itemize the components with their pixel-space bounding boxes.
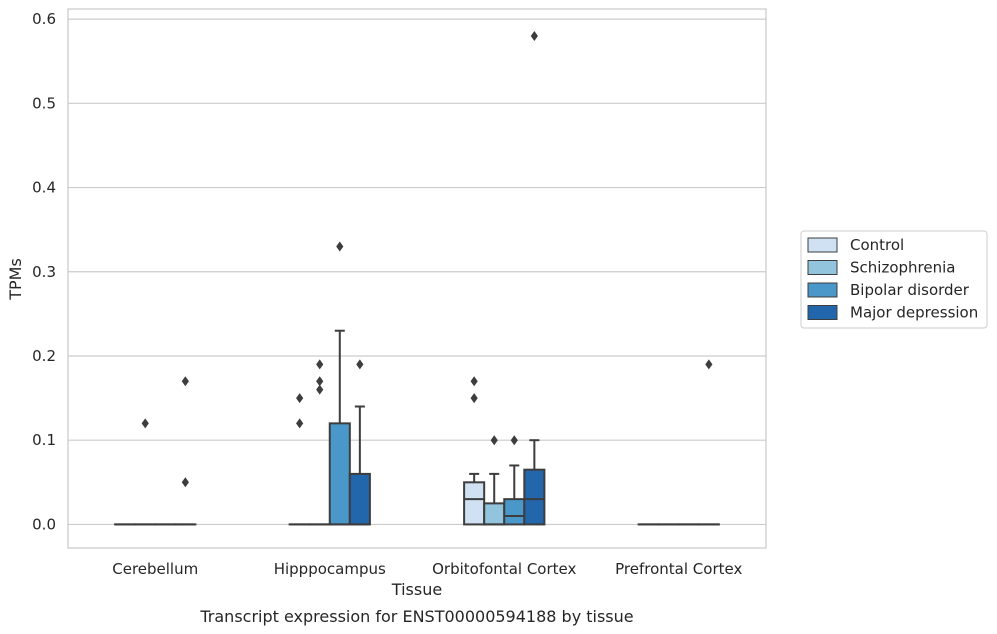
series-major-depression <box>174 405 720 526</box>
outlier-marker <box>470 376 478 387</box>
legend-swatch <box>807 305 838 320</box>
box <box>348 472 371 526</box>
y-tick-label: 0.6 <box>32 10 56 28</box>
x-tick-label: Prefrontal Cortex <box>615 560 742 578</box>
x-tick-label: Hipppocampus <box>274 560 386 578</box>
y-tick-labels: 0.0 0.1 0.2 0.3 0.4 0.5 0.6 <box>32 10 56 533</box>
legend-label: Control <box>850 236 904 254</box>
outlier-markers <box>141 30 713 488</box>
outlier-marker <box>356 359 364 370</box>
outlier-marker <box>530 30 538 41</box>
x-tick-labels: Cerebellum Hipppocampus Orbitofontal Corte… <box>112 560 742 578</box>
legend-swatch <box>807 282 838 298</box>
grid-lines <box>68 18 766 526</box>
outlier-marker <box>470 393 478 404</box>
legend-label: Bipolar disorder <box>850 281 970 299</box>
outlier-marker <box>316 359 324 370</box>
outlier-marker <box>141 418 149 429</box>
plot-frame <box>67 8 767 549</box>
legend-label: Schizophrenia <box>850 259 955 277</box>
y-axis-label: TPMs <box>6 258 25 301</box>
y-tick-label: 0.4 <box>32 179 56 197</box>
series-schizophrenia <box>134 472 680 526</box>
outlier-marker <box>510 435 518 446</box>
y-tick-label: 0.0 <box>32 515 56 533</box>
y-tick-label: 0.5 <box>32 94 56 112</box>
series-bipolar-disorder <box>154 329 700 526</box>
y-tick-label: 0.2 <box>32 347 56 365</box>
y-tick-label: 0.1 <box>32 431 56 449</box>
chart-caption: Transcript expression for ENST0000059418… <box>199 607 633 626</box>
box <box>463 481 486 526</box>
outlier-marker <box>316 384 324 395</box>
box <box>328 422 351 526</box>
box <box>483 502 506 526</box>
x-axis-label: Tissue <box>391 580 442 599</box>
outlier-marker <box>296 418 304 429</box>
box <box>503 498 526 526</box>
outlier-marker <box>181 376 189 387</box>
legend-frame <box>800 230 988 329</box>
y-tick-label: 0.3 <box>32 263 56 281</box>
legend-swatch <box>807 237 838 253</box>
box-series <box>114 329 720 526</box>
outlier-marker <box>336 241 344 252</box>
x-tick-label: Orbitofontal Cortex <box>432 560 576 578</box>
outlier-marker <box>705 359 713 370</box>
series-control <box>114 472 660 526</box>
legend-label: Major depression <box>850 304 978 322</box>
outlier-marker <box>296 393 304 404</box>
outlier-marker <box>316 376 324 387</box>
box <box>523 468 546 526</box>
legend-swatch <box>807 260 838 275</box>
outlier-marker <box>490 435 498 446</box>
outlier-marker <box>181 477 189 488</box>
x-tick-label: Cerebellum <box>112 560 198 578</box>
legend: Control Schizophrenia Bipolar disorder Majo… <box>800 230 988 329</box>
